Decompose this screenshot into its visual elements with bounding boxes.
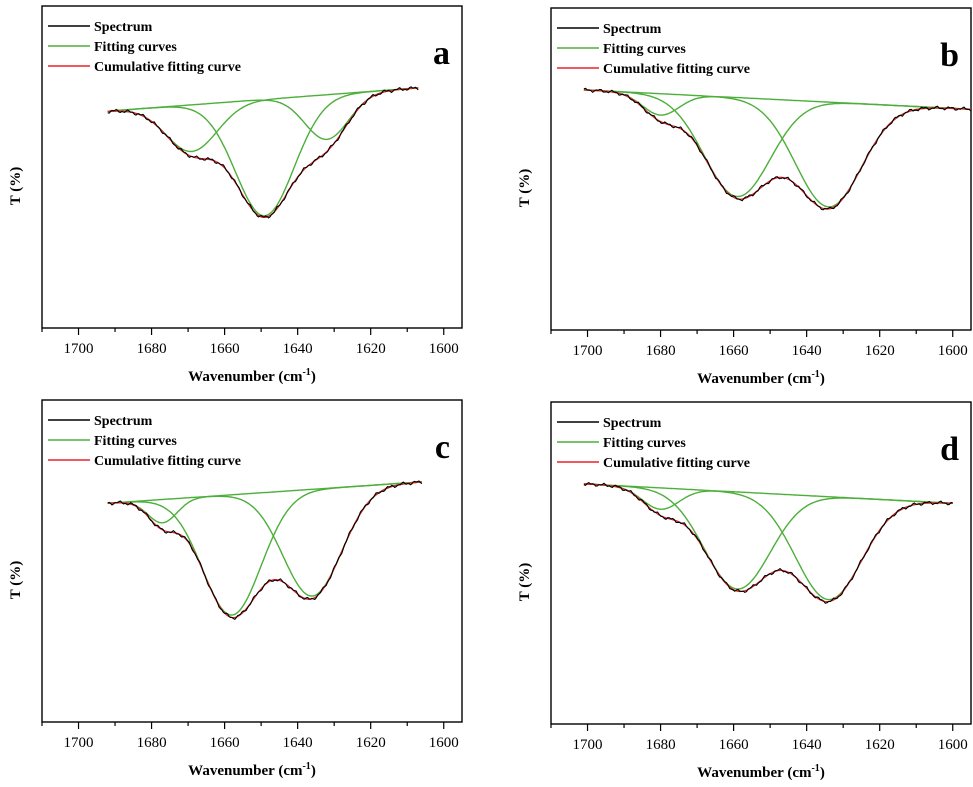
x-axis-label: Wavenumber (cm-1) xyxy=(697,369,825,387)
legend-entry-spectrum: Spectrum xyxy=(94,20,153,35)
panel-label: d xyxy=(940,431,959,468)
x-tick-label: 1660 xyxy=(210,735,240,751)
chart-panel-c: 1700 1680 1660 1640 1620 1600 Wavenumber (cm-1… xyxy=(8,399,463,779)
x-axis-label-main: Wavenumber (cm xyxy=(697,765,812,781)
legend: Spectrum Fitting curves Cumulative fitting… xyxy=(557,416,750,471)
x-axis-ticks: 1700 1680 1660 1640 1620 1600 xyxy=(550,724,968,753)
x-axis-label-main: Wavenumber (cm xyxy=(188,763,303,779)
fitting-curve-3 xyxy=(583,483,953,601)
x-tick-label: 1700 xyxy=(64,341,94,357)
x-axis-label-sup: -1 xyxy=(811,369,819,380)
panel-label: b xyxy=(940,37,959,74)
x-tick-label: 1680 xyxy=(137,735,167,751)
y-axis-label: T (%) xyxy=(517,169,533,207)
chart-panel-a: 1700 1680 1660 1640 1620 1600 Wavenumber (cm-1… xyxy=(8,5,463,385)
x-tick-label: 1640 xyxy=(792,737,822,753)
x-tick-label: 1620 xyxy=(865,737,895,753)
x-tick-label: 1660 xyxy=(719,737,749,753)
x-tick-label: 1700 xyxy=(573,737,603,753)
fitting-curve-2 xyxy=(583,89,972,198)
x-axis-label-main: Wavenumber (cm xyxy=(697,371,812,387)
legend-entry-cumulative: Cumulative fitting curve xyxy=(603,62,750,77)
x-tick-label: 1600 xyxy=(429,735,459,751)
x-tick-label: 1600 xyxy=(938,737,968,753)
cumulative-fitting-curve xyxy=(107,481,422,619)
x-tick-label: 1660 xyxy=(719,343,749,359)
spectrum-curve xyxy=(583,481,953,604)
fitting-curve-2 xyxy=(107,481,422,616)
x-axis-label-tail: ) xyxy=(820,371,825,387)
panel-label: a xyxy=(433,35,450,72)
x-tick-label: 1640 xyxy=(283,735,313,751)
x-axis-label: Wavenumber (cm-1) xyxy=(188,367,316,385)
legend-entry-fitting: Fitting curves xyxy=(94,434,177,449)
cumulative-fitting-curve xyxy=(583,483,953,603)
x-axis-label-tail: ) xyxy=(820,765,825,781)
x-axis-ticks: 1700 1680 1660 1640 1620 1600 xyxy=(41,722,459,751)
legend-entry-cumulative: Cumulative fitting curve xyxy=(94,60,241,75)
x-axis-label-sup: -1 xyxy=(302,761,310,772)
fitting-curve-1 xyxy=(107,481,422,524)
y-axis-label: T (%) xyxy=(517,563,533,601)
x-tick-label: 1680 xyxy=(646,343,676,359)
x-tick-label: 1600 xyxy=(938,343,968,359)
legend-entry-spectrum: Spectrum xyxy=(94,414,153,429)
x-tick-label: 1700 xyxy=(573,343,603,359)
x-tick-label: 1620 xyxy=(356,341,386,357)
panel-label: c xyxy=(435,429,450,466)
axes-frame xyxy=(41,5,463,329)
x-axis-label: Wavenumber (cm-1) xyxy=(188,761,316,779)
spectrum-curve xyxy=(583,87,972,211)
x-tick-label: 1640 xyxy=(283,341,313,357)
fitting-curve-2 xyxy=(583,483,953,590)
x-tick-label: 1620 xyxy=(865,343,895,359)
y-axis-label: T (%) xyxy=(8,561,24,599)
legend-entry-fitting: Fitting curves xyxy=(94,40,177,55)
spectrum-curve xyxy=(107,480,423,620)
axes-frame xyxy=(41,399,463,723)
legend-entry-fitting: Fitting curves xyxy=(603,42,686,57)
x-axis-label-sup: -1 xyxy=(302,367,310,378)
legend: Spectrum Fitting curves Cumulative fitting… xyxy=(557,22,750,77)
fitting-curve-3 xyxy=(107,481,422,597)
x-axis-label-sup: -1 xyxy=(811,763,819,774)
cumulative-fitting-curve xyxy=(583,89,972,210)
x-tick-label: 1640 xyxy=(792,343,822,359)
x-tick-label: 1680 xyxy=(646,737,676,753)
x-tick-label: 1620 xyxy=(356,735,386,751)
legend-entry-fitting: Fitting curves xyxy=(603,436,686,451)
x-axis-ticks: 1700 1680 1660 1640 1620 1600 xyxy=(41,328,459,357)
x-tick-label: 1700 xyxy=(64,735,94,751)
x-tick-label: 1680 xyxy=(137,341,167,357)
legend-entry-spectrum: Spectrum xyxy=(603,416,662,431)
axes-frame xyxy=(550,7,972,331)
chart-panel-b: 1700 1680 1660 1640 1620 1600 Wavenumber (cm-1… xyxy=(517,7,972,387)
legend-entry-cumulative: Cumulative fitting curve xyxy=(603,456,750,471)
legend-entry-cumulative: Cumulative fitting curve xyxy=(94,454,241,469)
x-axis-label-tail: ) xyxy=(311,369,316,385)
x-axis-label-main: Wavenumber (cm xyxy=(188,369,303,385)
legend-entry-spectrum: Spectrum xyxy=(603,22,662,37)
spectrum-curve xyxy=(107,86,419,219)
x-axis-ticks: 1700 1680 1660 1640 1620 1600 xyxy=(550,330,968,359)
x-tick-label: 1660 xyxy=(210,341,240,357)
legend: Spectrum Fitting curves Cumulative fitting… xyxy=(48,20,241,75)
axes-frame xyxy=(550,401,972,725)
x-axis-label-tail: ) xyxy=(311,763,316,779)
x-axis-label: Wavenumber (cm-1) xyxy=(697,763,825,781)
chart-panel-d: 1700 1680 1660 1640 1620 1600 Wavenumber (cm-1… xyxy=(517,401,972,781)
legend: Spectrum Fitting curves Cumulative fitting… xyxy=(48,414,241,469)
y-axis-label: T (%) xyxy=(8,167,24,205)
x-tick-label: 1600 xyxy=(429,341,459,357)
